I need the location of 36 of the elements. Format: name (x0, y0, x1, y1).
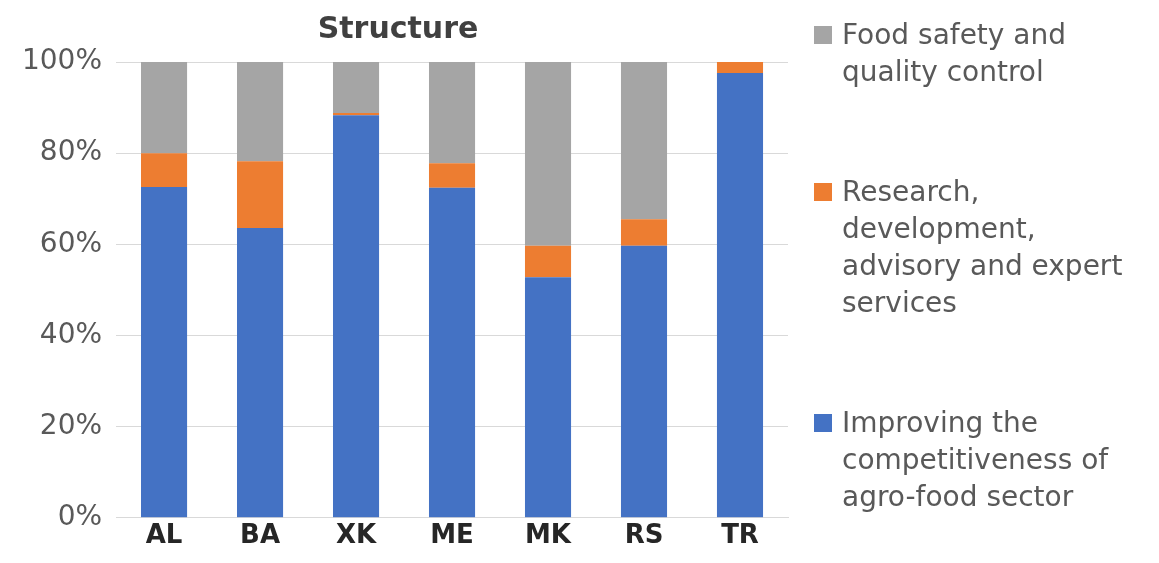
bar (524, 245, 572, 278)
legend-label: Food safety and quality control (842, 17, 1067, 90)
y-tick-label: 0% (57, 499, 103, 533)
bar (524, 62, 572, 246)
bar (428, 62, 476, 164)
chart-title: Structure (317, 9, 479, 45)
bar (620, 245, 668, 518)
x-tick-label: RS (624, 519, 664, 550)
bar (332, 62, 380, 114)
bar (237, 62, 284, 162)
legend-label: Improving the competitiveness of agro-food sector (842, 405, 1110, 515)
x-tick-label: TR (721, 519, 759, 550)
bar (620, 219, 668, 246)
bar (141, 186, 188, 518)
bar (332, 115, 380, 518)
y-tick-label: 60% (39, 225, 103, 259)
bar (620, 62, 668, 220)
y-tick-label: 80% (39, 134, 103, 168)
y-tick-label: 20% (39, 407, 103, 441)
bar (141, 62, 188, 154)
bar (141, 153, 188, 187)
bar (428, 163, 476, 188)
x-tick-label: XK (335, 519, 377, 550)
bar (524, 277, 572, 518)
bar (428, 187, 476, 518)
bar (716, 62, 764, 73)
bar (237, 227, 284, 518)
legend-label: Research, development, advisory and expert services (842, 174, 1124, 321)
bar (716, 72, 764, 518)
x-tick-label: MK (525, 519, 572, 550)
y-tick-label: 100% (21, 43, 103, 77)
bar (237, 161, 284, 228)
x-tick-label: BA (240, 519, 281, 550)
y-tick-label: 40% (39, 316, 103, 350)
x-tick-label: ME (430, 519, 474, 550)
x-tick-label: AL (145, 519, 183, 550)
